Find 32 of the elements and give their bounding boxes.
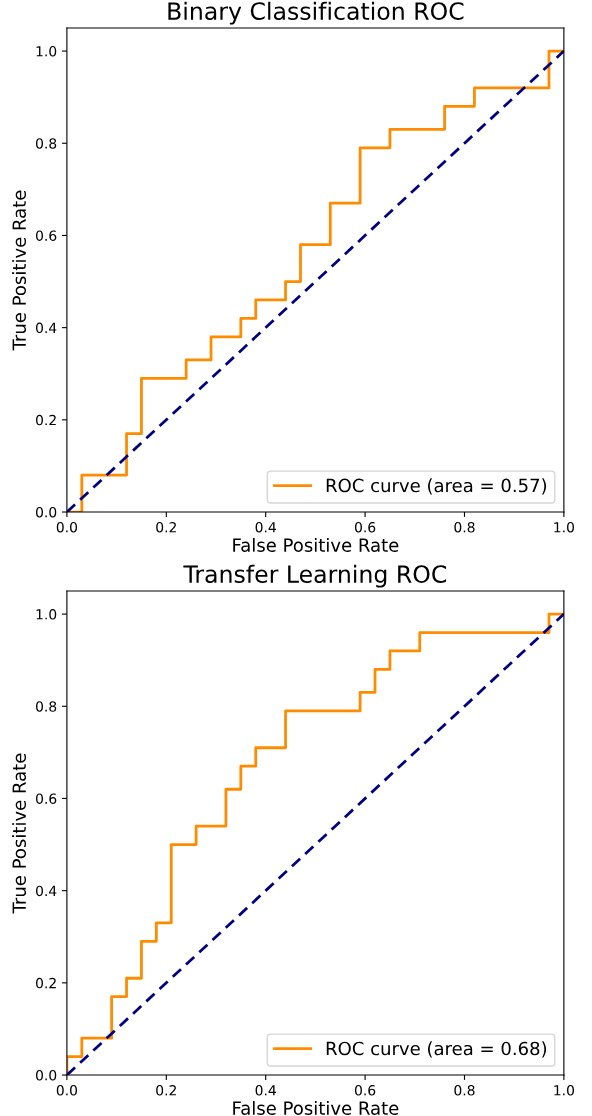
chart-title: Binary Classification ROC (168, 1, 464, 25)
x-tick-label: 0.0 (56, 521, 78, 533)
x-axis-title: False Positive Rate (233, 537, 399, 552)
legend-label: ROC curve (area = 0.57) (326, 478, 547, 495)
y-tick-label: 0.0 (36, 1070, 57, 1081)
y-tick-label: 0.8 (36, 701, 57, 712)
y-tick-label: 0.4 (36, 322, 57, 334)
x-tick-label: 0.8 (454, 521, 475, 533)
x-tick-label: 0.2 (156, 1085, 176, 1096)
x-tick-label: 0.8 (454, 1085, 475, 1096)
x-tick-label: 0.4 (255, 1085, 276, 1096)
x-tick-label: 1.0 (554, 521, 574, 533)
y-tick-label: 0.2 (36, 977, 56, 989)
chart-title: Transfer Learning ROC (183, 564, 447, 588)
y-tick-label: 0.4 (36, 885, 57, 897)
x-tick-label: 1.0 (554, 1085, 574, 1096)
y-axis-title: True Positive Rate (12, 753, 27, 914)
x-tick-label: 0.2 (156, 521, 176, 533)
x-tick-label: 0.6 (354, 521, 376, 533)
legend-label: ROC curve (area = 0.68) (326, 1041, 547, 1058)
x-tick-label: 0.4 (255, 521, 276, 533)
y-tick-label: 1.0 (36, 46, 57, 57)
x-axis-title: False Positive Rate (233, 1100, 399, 1115)
x-tick-label: 0.6 (354, 1085, 376, 1096)
x-tick-label: 0.0 (56, 1085, 78, 1096)
y-tick-label: 0.8 (36, 138, 57, 149)
y-tick-label: 0.0 (36, 506, 57, 518)
y-tick-label: 0.6 (36, 793, 57, 804)
y-axis-title: True Positive Rate (12, 190, 27, 351)
y-tick-label: 0.2 (36, 414, 56, 426)
y-tick-label: 0.6 (36, 230, 57, 241)
y-tick-label: 1.0 (36, 609, 57, 620)
